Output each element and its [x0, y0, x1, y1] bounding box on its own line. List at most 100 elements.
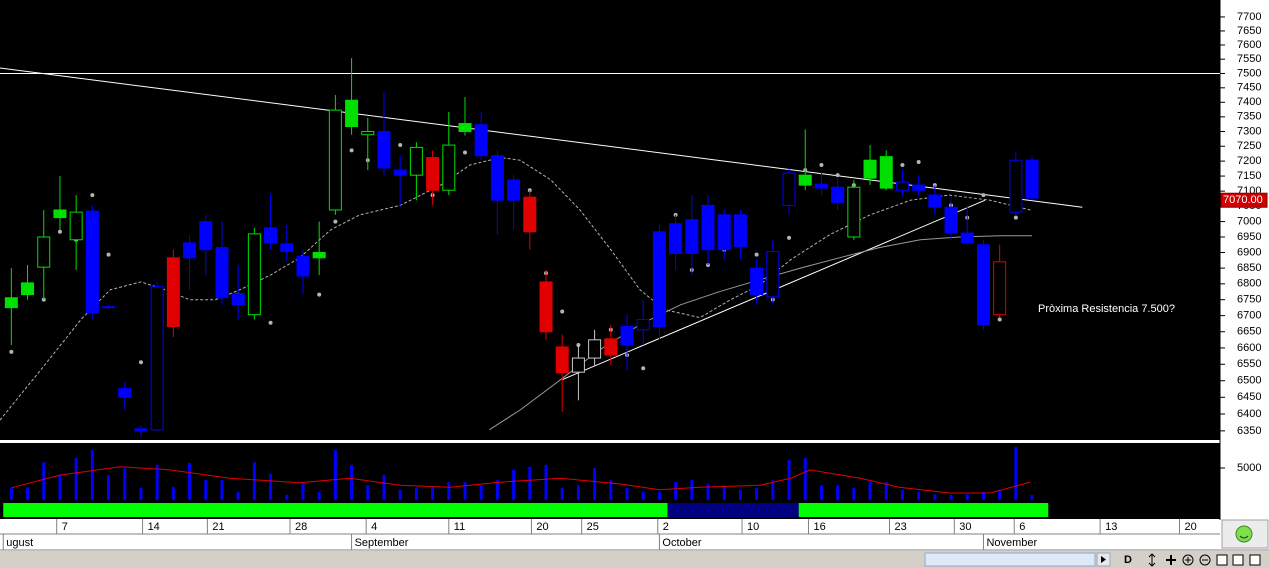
price-panel — [0, 0, 1220, 440]
volume-bar — [463, 482, 467, 500]
volume-bar — [868, 482, 872, 500]
candle-body — [215, 247, 229, 299]
volume-bar — [674, 482, 678, 500]
x-tick-label: 28 — [295, 521, 307, 533]
volume-bar — [285, 494, 289, 500]
zoom-icon[interactable] — [1148, 553, 1156, 567]
candle-body — [231, 293, 245, 306]
volume-bar — [544, 464, 548, 500]
candle-body — [863, 159, 877, 179]
x-tick-label: 6 — [1019, 521, 1025, 533]
sar-dot — [1013, 215, 1018, 220]
volume-bar — [317, 491, 321, 500]
y-tick-label: 7350 — [1237, 111, 1261, 123]
x-tick-label: 16 — [813, 521, 825, 533]
volume-bar — [58, 475, 62, 500]
candle-body — [377, 130, 391, 169]
y-tick-label: 6450 — [1237, 391, 1261, 403]
sar-dot — [106, 252, 111, 257]
x-tick-label: 11 — [454, 521, 465, 533]
candle-body — [166, 257, 180, 328]
x-tick-label: 7 — [62, 521, 68, 533]
candle-body — [296, 256, 310, 277]
candle-body — [733, 214, 747, 248]
sar-dot — [333, 219, 338, 224]
scroll-thumb[interactable] — [924, 552, 1096, 567]
volume-bar — [512, 469, 516, 500]
volume-bar — [107, 475, 111, 500]
candle-body — [37, 236, 51, 268]
volume-bar — [722, 485, 726, 500]
candle-body — [928, 194, 942, 208]
candle-body — [814, 183, 828, 189]
sar-dot — [349, 148, 354, 153]
candle-body — [993, 261, 1007, 316]
candle-body — [118, 388, 132, 398]
sar-dot — [268, 320, 273, 325]
candle-body — [620, 326, 634, 346]
window-icon[interactable] — [1232, 554, 1244, 566]
volume-bar — [90, 450, 94, 500]
volume-bar — [447, 482, 451, 500]
y-tick-label: 7500 — [1237, 67, 1261, 79]
y-tick-label: 6800 — [1237, 278, 1261, 290]
candle-body — [588, 339, 602, 359]
candle-body — [604, 338, 618, 356]
x-tick-label: 2 — [663, 521, 669, 533]
candle-body — [1025, 159, 1039, 199]
pan-icon[interactable] — [1166, 555, 1176, 565]
y-tick-label: 7150 — [1237, 170, 1261, 182]
window-icon[interactable] — [1249, 554, 1261, 566]
volume-plot — [9, 446, 1034, 500]
candle-body — [944, 206, 958, 234]
volume-bar — [414, 487, 418, 500]
x-tick-label: 20 — [1184, 521, 1196, 533]
y-tick-label: 6700 — [1237, 310, 1261, 322]
sar-dot — [398, 143, 403, 148]
sar-dot — [462, 150, 467, 155]
y-tick-label: 6550 — [1237, 358, 1261, 370]
month-label: October — [662, 537, 701, 549]
candle-body — [571, 357, 585, 373]
volume-bar — [495, 480, 499, 500]
volume-bar — [1014, 446, 1018, 500]
last-price-box — [1220, 192, 1268, 208]
zoom-out-icon[interactable] — [1199, 554, 1211, 566]
volume-bar — [431, 487, 435, 500]
y-tick-label: 7400 — [1237, 96, 1261, 108]
y-tick-label: 7200 — [1237, 155, 1261, 167]
volume-bar — [917, 491, 921, 500]
candle-body — [361, 130, 375, 136]
zoom-in-icon[interactable] — [1182, 554, 1194, 566]
candle-body — [134, 428, 148, 432]
y-tick-label: 7450 — [1237, 82, 1261, 94]
volume-bar — [738, 489, 742, 500]
y-tick-label: 7600 — [1237, 39, 1261, 51]
candle-body — [328, 109, 342, 211]
candle-body — [150, 286, 164, 431]
x-tick-label: 10 — [747, 521, 759, 533]
smiley-icon[interactable] — [1235, 525, 1253, 543]
y-tick-label: 6350 — [1237, 425, 1261, 437]
candle-body — [636, 318, 650, 331]
candle-body — [507, 179, 521, 201]
candle-body — [669, 223, 683, 254]
sar-dot — [787, 235, 792, 240]
volume-bar — [42, 462, 46, 500]
volume-bar — [479, 485, 483, 500]
volume-bar — [1030, 494, 1034, 500]
sar-dot — [317, 292, 322, 297]
volume-bar — [188, 462, 192, 500]
candle-body — [280, 243, 294, 253]
sar-dot — [754, 252, 759, 257]
candle-body — [247, 233, 261, 316]
y-tick-label: 7550 — [1237, 53, 1261, 65]
candle-body — [490, 155, 504, 201]
volume-bar — [852, 487, 856, 500]
smiley-mouth — [1239, 535, 1249, 539]
volume-bar — [333, 450, 337, 500]
price-plot — [0, 58, 1220, 437]
toolbar-button[interactable]: D — [1124, 554, 1132, 566]
candle-body — [750, 267, 764, 296]
window-icon[interactable] — [1216, 554, 1228, 566]
